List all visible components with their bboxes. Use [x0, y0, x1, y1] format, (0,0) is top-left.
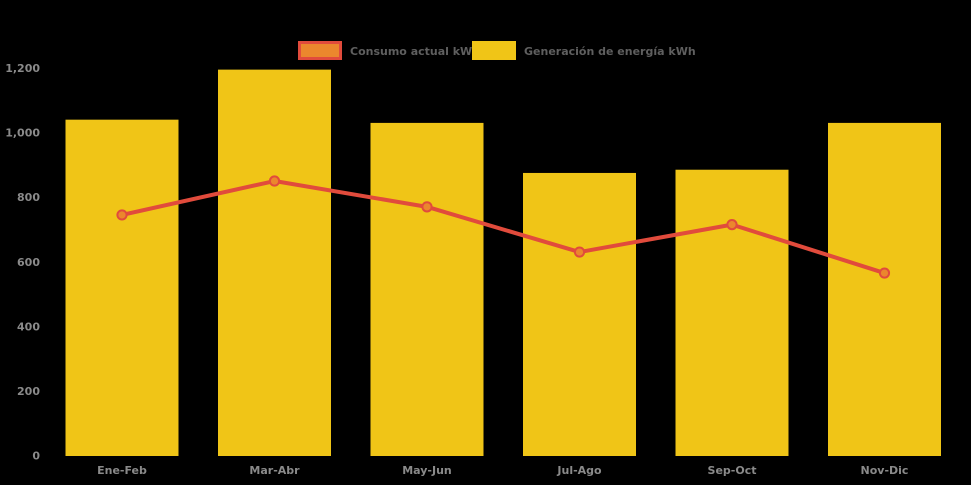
- line-point-mar-abr[interactable]: [268, 175, 281, 187]
- y-tick-label: 200: [17, 385, 40, 398]
- line-point-may-jun[interactable]: [421, 201, 433, 213]
- x-axis-label: Jul-Ago: [556, 464, 602, 477]
- x-axis-label: Ene-Feb: [97, 464, 147, 477]
- x-axis-label: May-Jun: [402, 464, 452, 477]
- legend-swatch-generacion: [472, 41, 516, 60]
- y-tick-label: 800: [17, 191, 40, 204]
- legend-label-generacion: Generación de energía kWh: [524, 45, 696, 58]
- legend-item-generacion-energia[interactable]: Generación de energía kWh: [472, 41, 696, 60]
- legend-label-consumo: Consumo actual kWh: [350, 45, 480, 58]
- x-axis-label: Nov-Dic: [861, 464, 909, 477]
- line-point-jul-ago[interactable]: [573, 246, 586, 258]
- legend-swatch-consumo: [298, 41, 342, 60]
- y-tick-label: 1,200: [5, 62, 40, 75]
- line-point-nov-dic[interactable]: [878, 267, 891, 279]
- line-point-ene-feb[interactable]: [116, 209, 128, 221]
- bar-mar-abr[interactable]: [218, 69, 331, 456]
- bar-sep-oct[interactable]: [675, 169, 789, 456]
- y-tick-label: 400: [17, 320, 40, 333]
- line-point-sep-oct[interactable]: [726, 219, 738, 231]
- y-tick-label: 0: [32, 450, 40, 463]
- consumption-line: [120, 179, 887, 276]
- bar-ene-feb[interactable]: [65, 119, 179, 457]
- y-tick-label: 600: [17, 256, 40, 269]
- x-axis-label: Sep-Oct: [708, 464, 757, 477]
- y-tick-label: 1,000: [5, 127, 40, 140]
- bar-may-jun[interactable]: [370, 122, 484, 456]
- bar-jul-ago[interactable]: [523, 172, 636, 456]
- legend-item-consumo-actual[interactable]: Consumo actual kWh: [298, 41, 481, 60]
- bar-nov-dic[interactable]: [828, 122, 941, 456]
- x-axis-label: Mar-Abr: [249, 464, 300, 477]
